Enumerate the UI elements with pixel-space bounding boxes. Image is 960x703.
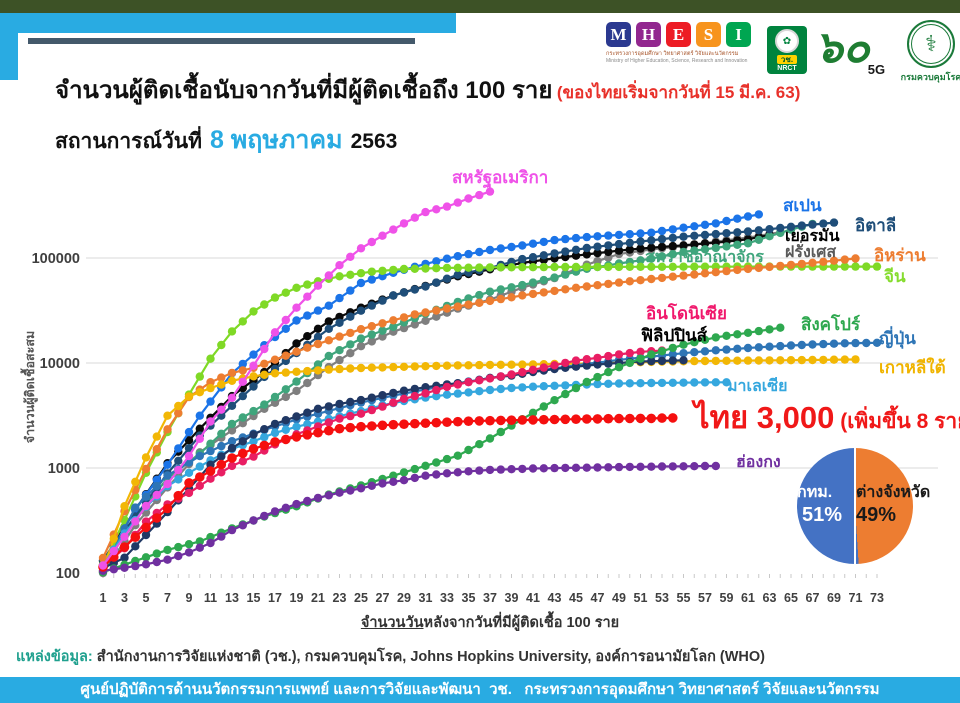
pie-slice-pct-1: 49%: [856, 504, 897, 526]
x-axis-title: จำนวนวันหลังจากวันที่มีผู้ติดเชื้อ 100 ร…: [240, 611, 740, 634]
mhesi-tile-H: H: [636, 22, 661, 47]
source-label: แหล่งข้อมูล:: [16, 649, 93, 665]
series-usa: [98, 187, 495, 570]
slate-accent-bar: [28, 38, 415, 44]
x-tick-11: 11: [204, 591, 217, 605]
mhesi-tile-M: M: [606, 22, 631, 47]
x-tick-55: 55: [677, 591, 691, 605]
x-tick-63: 63: [763, 591, 777, 605]
thai-numeral-60: ๖๐: [815, 23, 870, 72]
x-tick-1: 1: [100, 591, 107, 605]
ddc-emblem: ⚕: [907, 20, 955, 68]
cyan-accent-left-strip: [0, 13, 18, 80]
caduceus-icon: ⚕: [925, 31, 937, 56]
x-tick-3: 3: [121, 591, 128, 605]
x-tick-71: 71: [849, 591, 863, 605]
x-tick-27: 27: [376, 591, 390, 605]
series-thailand: [98, 413, 678, 572]
nrct-emblem-icon: ✿: [775, 29, 799, 53]
x-tick-23: 23: [333, 591, 347, 605]
x-tick-67: 67: [806, 591, 820, 605]
x-tick-57: 57: [698, 591, 712, 605]
x-axis-title-underlined: จำนวนวัน: [360, 615, 424, 631]
x-tick-33: 33: [440, 591, 454, 605]
x-tick-41: 41: [526, 591, 540, 605]
pie-slice-divider: [853, 448, 857, 564]
top-green-bar: [0, 0, 960, 13]
date-prefix: สถานการณ์วันที่: [55, 130, 202, 153]
mhesi-tile-S: S: [696, 22, 721, 47]
x-tick-73: 73: [870, 591, 884, 605]
mhesi-thai-name: กระทรวงการอุดมศึกษา วิทยาศาสตร์ วิจัยและ…: [606, 51, 739, 57]
x-tick-9: 9: [186, 591, 193, 605]
source-row: แหล่งข้อมูล: สำนักงานการวิจัยแห่งชาติ (ว…: [16, 645, 765, 668]
pie-slice-pct-0: 51%: [802, 504, 843, 526]
x-tick-19: 19: [290, 591, 304, 605]
x-tick-29: 29: [397, 591, 411, 605]
x-tick-39: 39: [505, 591, 519, 605]
pie-slice-label-0: กทม.: [797, 484, 833, 501]
mhesi-tile-E: E: [666, 22, 691, 47]
x-tick-49: 49: [612, 591, 626, 605]
x-tick-21: 21: [311, 591, 325, 605]
series-spain: [98, 210, 763, 569]
x-tick-7: 7: [164, 591, 171, 605]
date-value: 8 พฤษภาคม: [209, 126, 343, 154]
footer-bar: ศูนย์ปฏิบัติการด้านนวัตกรรมการแพทย์ และก…: [0, 677, 960, 703]
y-tick-100000: 100000: [32, 251, 80, 267]
nrct-thai-abbr: วช.: [776, 55, 798, 64]
x-axis-title-rest: หลังจากวันที่มีผู้ติดเชื้อ 100 ราย: [423, 615, 620, 631]
mhesi-english-name: Ministry of Higher Education, Science, R…: [606, 58, 748, 64]
y-tick-100: 100: [56, 566, 80, 582]
x-tick-31: 31: [419, 591, 433, 605]
x-tick-13: 13: [225, 591, 239, 605]
x-tick-43: 43: [548, 591, 562, 605]
date-year: 2563: [350, 130, 398, 153]
x-tick-25: 25: [354, 591, 368, 605]
nrct-logo: ✿ วช. NRCT: [767, 26, 807, 74]
ddc-logo: ⚕ กรมควบคุมโรค: [900, 20, 960, 84]
5g-label: 5G: [867, 62, 886, 77]
nrct-english-abbr: NRCT: [777, 65, 797, 72]
source-text: สำนักงานการวิจัยแห่งชาติ (วช.), กรมควบคุ…: [92, 649, 765, 665]
x-tick-47: 47: [591, 591, 605, 605]
x-tick-61: 61: [741, 591, 755, 605]
x-tick-37: 37: [483, 591, 497, 605]
x-tick-17: 17: [268, 591, 282, 605]
cyan-accent-band: [0, 13, 456, 33]
date-row: สถานการณ์วันที่ 8 พฤษภาคม 2563: [55, 120, 397, 160]
y-tick-1000: 1000: [48, 461, 80, 477]
y-axis-title: จำนวนผู้ติดเชื้อสะสม: [23, 330, 37, 444]
x-tick-5: 5: [143, 591, 150, 605]
page-title: จำนวนผู้ติดเชื้อนับจากวันที่มีผู้ติดเชื้…: [55, 77, 553, 104]
x-tick-59: 59: [720, 591, 734, 605]
x-tick-51: 51: [634, 591, 648, 605]
pie-slice-label-1: ต่างจังหวัด: [856, 484, 931, 501]
series-indonesia: [98, 346, 667, 570]
x-tick-69: 69: [827, 591, 841, 605]
y-tick-10000: 10000: [40, 356, 80, 372]
mhesi-tile-I: I: [726, 22, 751, 47]
series-hongkong: [98, 461, 720, 575]
title-row: จำนวนผู้ติดเชื้อนับจากวันที่มีผู้ติดเชื้…: [55, 70, 955, 109]
title-note: (ของไทยเริ่มจากวันที่ 15 มี.ค. 63): [556, 83, 801, 102]
nrct-60th-anniversary-logo: ๖๐5G: [815, 20, 895, 80]
x-tick-35: 35: [462, 591, 476, 605]
x-tick-45: 45: [569, 591, 583, 605]
x-tick-65: 65: [784, 591, 798, 605]
x-tick-53: 53: [655, 591, 669, 605]
ddc-name: กรมควบคุมโรค: [900, 72, 960, 82]
x-tick-15: 15: [247, 591, 261, 605]
series-iran: [98, 254, 860, 563]
